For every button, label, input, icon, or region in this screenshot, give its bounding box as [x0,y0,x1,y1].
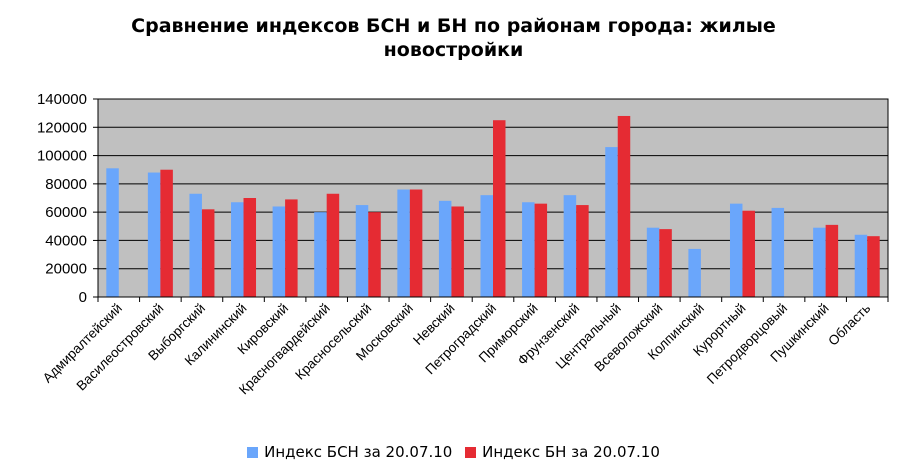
legend-swatch-bn [465,447,477,458]
bar-bn [451,206,464,297]
bar-bsn [231,202,244,297]
bar-bsn [355,205,369,297]
bars [106,115,880,297]
bar-bn [867,236,880,297]
bar-bsn [605,147,618,297]
bar-bn [326,193,340,297]
bar-bn [409,189,423,297]
y-tick-label: 60000 [45,204,87,221]
bar-bn [576,205,589,297]
chart-title-line-1: Сравнение индексов БСН и БН по районам г… [131,15,776,37]
x-tick-label: Петроградский [422,301,499,378]
bar-bsn [854,234,868,297]
chart-title: Сравнение индексов БСН и БН по районам г… [0,14,907,62]
bar-bn [243,198,257,297]
legend-label-bn: Индекс БН за 20.07.10 [482,443,660,461]
bar-bsn [147,172,161,297]
y-tick-label: 20000 [45,261,87,278]
bar-bn [368,212,381,297]
bar-bn [742,210,755,297]
bar-bsn [563,195,577,297]
bar-bn [160,169,173,297]
y-tick-label: 40000 [45,232,87,249]
x-tick-label: Красносельский [292,301,374,383]
bar-bn [825,224,839,297]
y-axis-ticks: 0 20000 40000 60000 80000 100000 120000 140000 [37,91,98,306]
legend-item-bsn: Индекс БСН за 20.07.10 [247,443,452,461]
bar-bn [285,199,298,297]
legend-label-bsn: Индекс БСН за 20.07.10 [264,443,453,461]
bar-bsn [272,206,286,297]
bar-bsn [771,207,785,297]
bar-bn [617,115,631,297]
bar-bn [659,229,672,297]
bar-bn [493,120,506,297]
bar-bsn [106,168,119,297]
y-tick-label: 140000 [37,91,87,108]
y-tick-label: 80000 [45,176,87,193]
plot-border [97,98,889,298]
y-tick-label: 120000 [37,119,87,136]
bar-bsn [480,195,493,297]
legend-item-bn: Индекс БН за 20.07.10 [465,443,660,461]
bar-bsn [438,200,452,297]
x-tick-label: Область [825,301,873,349]
legend: Индекс БСН за 20.07.10 Индекс БН за 20.0… [0,443,907,461]
x-axis-ticks: АдмиралтейскийВасилеостровскийВыборгский… [40,297,889,397]
bar-bsn [397,189,410,297]
bar-bsn [314,212,327,297]
bar-bsn [522,202,535,297]
bar-bsn [813,227,826,297]
chart-title-line-2: новостройки [383,39,524,61]
legend-swatch-bsn [247,447,259,458]
y-tick-label: 100000 [37,148,87,165]
axes [97,98,889,298]
bar-bsn [189,193,202,297]
y-tick-label: 0 [79,289,87,306]
bar-bn [534,203,548,297]
bar-bsn [729,203,743,297]
bar-bsn [688,248,701,297]
bar-bsn [646,227,660,297]
bar-chart: 020000400006000080000100000120000140000 … [37,91,889,397]
bar-bn [201,209,215,297]
